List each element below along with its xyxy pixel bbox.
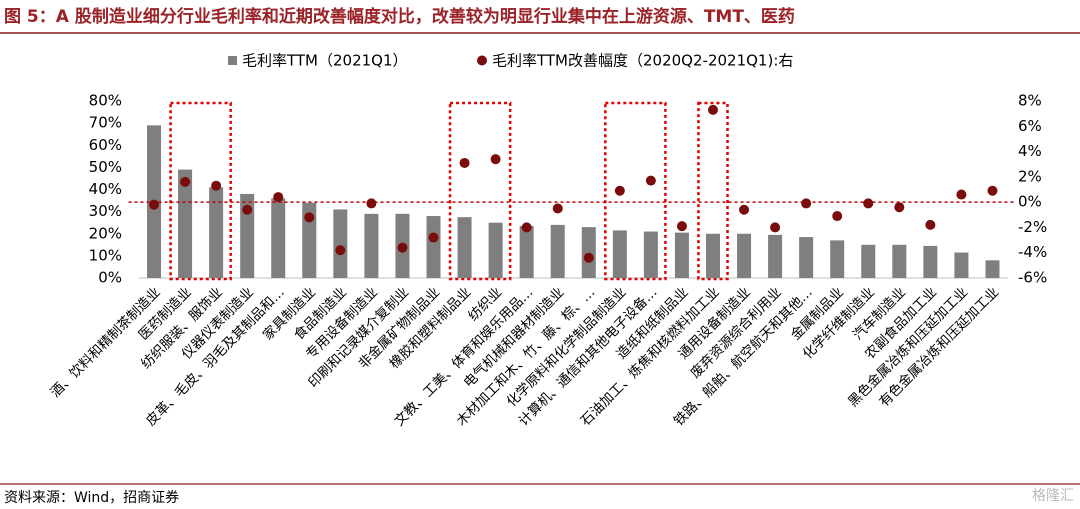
dot [521,222,532,233]
dot [397,242,408,253]
highlight-box [448,101,512,281]
watermark: 格隆汇 [1032,488,1074,504]
dot [583,252,594,263]
dot [925,219,936,230]
bar [457,217,472,278]
dot [801,198,812,209]
bar [799,237,814,278]
dot [614,185,625,196]
dot [770,222,781,233]
dot [335,245,346,256]
y2-tick-label: 6% [1018,117,1042,135]
y2-tick-label: -4% [1018,243,1047,261]
y-tick-label: 30% [89,202,122,220]
bar [892,244,907,278]
bar [954,252,969,278]
bar [426,216,441,278]
bar [923,245,938,278]
dot [242,204,253,215]
y-tick-label: 50% [89,158,122,176]
dot [149,199,160,210]
bar [302,202,317,278]
highlight-box [169,101,232,281]
dot [273,192,284,203]
y-tick-label: 0% [98,269,122,287]
chart-title: 图 5：A 股制造业细分行业毛利率和近期改善幅度对比，改善较为明显行业集中在上游… [4,6,795,27]
dot [956,189,967,200]
highlight-box [697,101,729,281]
bar [861,244,876,278]
bar [550,224,565,278]
y2-tick-label: 8% [1018,92,1042,110]
bar [830,240,845,278]
dot [490,154,501,165]
dot [707,104,718,115]
bar [178,169,193,278]
highlight-box [604,101,667,281]
source: 资料来源：Wind，招商证券 [4,490,179,506]
legend-label: 毛利率TTM（2021Q1） [242,52,408,70]
y2-tick-label: -2% [1018,218,1047,236]
y-tick-label: 80% [89,92,122,110]
y-tick-label: 10% [89,246,122,264]
bar [364,213,379,278]
bar [768,234,783,278]
dot [645,175,656,186]
dot [863,198,874,209]
dot [180,176,191,187]
y2-tick-label: 4% [1018,142,1042,160]
bar [581,227,596,278]
bar [240,193,255,278]
dot [211,180,222,191]
bar [737,233,752,278]
y2-tick-label: 2% [1018,167,1042,185]
legend-label: 毛利率TTM改善幅度（2020Q2-2021Q1):右 [492,52,793,70]
legend-swatch [477,55,487,66]
bar [519,226,534,278]
bar [333,209,348,278]
bar [705,233,720,278]
dot [428,232,439,243]
dot [552,203,563,214]
bar [488,222,503,278]
legend-swatch [228,56,237,65]
bar [209,187,224,278]
y-tick-label: 40% [89,180,122,198]
dot [987,185,998,196]
y2-tick-label: -6% [1018,269,1047,287]
bar [271,198,286,278]
bar [643,231,658,278]
dot [739,204,750,215]
dot [676,221,687,232]
dot [304,212,315,223]
y-tick-label: 60% [89,136,122,154]
bar [674,232,689,278]
y2-tick-label: 0% [1018,193,1042,211]
dot [366,198,377,209]
bar [612,230,627,278]
y-tick-label: 70% [89,114,122,132]
dot [459,157,470,168]
dot [832,211,843,222]
bar [985,260,1000,278]
dot [894,202,905,213]
y-tick-label: 20% [89,224,122,242]
